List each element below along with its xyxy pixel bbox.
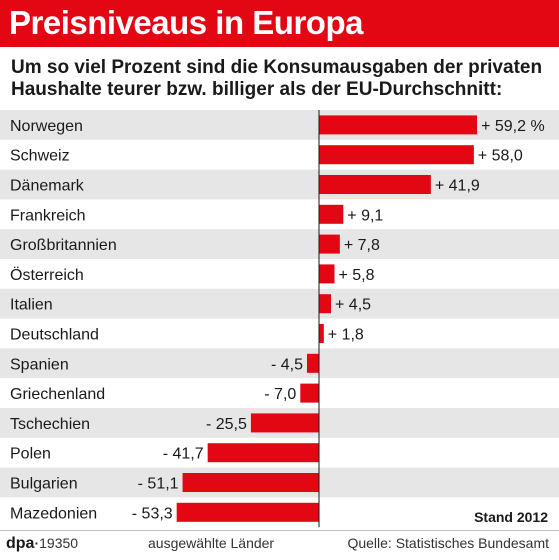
bar — [319, 204, 344, 224]
category-label: Italien — [10, 297, 53, 314]
stand-date: Stand 2012 — [474, 509, 548, 525]
dpa-logo-dot: · — [34, 535, 40, 551]
category-label: Bulgarien — [10, 476, 78, 493]
source-note: Quelle: Statistisches Bundesamt — [347, 535, 549, 551]
value-label: + 58,0 — [478, 148, 523, 165]
bar — [250, 413, 319, 433]
value-label: - 25,5 — [206, 416, 247, 433]
category-label: Frankreich — [10, 207, 86, 224]
graphic-number: 19350 — [39, 535, 79, 551]
bar — [319, 145, 474, 165]
chart-title: Preisniveaus in Europa — [9, 4, 363, 41]
row-stripe — [0, 169, 559, 200]
bar — [182, 473, 319, 492]
bar-chart: Norwegen + 59,2 % Schweiz + 58,0 Dänemark + 4… — [0, 110, 559, 528]
bar — [300, 383, 319, 403]
category-label: Mazedonien — [10, 505, 97, 522]
value-label: - 4,5 — [271, 356, 303, 373]
bar — [319, 324, 324, 343]
dpa-logo-text: dpa — [6, 535, 35, 552]
value-label: - 53,3 — [132, 505, 173, 522]
bar — [176, 502, 319, 522]
value-label: - 7,0 — [264, 386, 296, 403]
value-label: + 41,9 — [435, 178, 480, 195]
dpa-logo: dpa·19350 — [6, 535, 78, 553]
category-label: Deutschland — [10, 327, 99, 344]
bar — [207, 443, 319, 463]
bar — [319, 264, 335, 284]
category-label: Österreich — [10, 266, 84, 284]
value-label: - 51,1 — [138, 476, 179, 493]
bar — [319, 175, 431, 194]
value-label: + 1,8 — [328, 327, 364, 344]
value-label: + 5,8 — [338, 267, 374, 284]
category-label: Griechenland — [10, 386, 105, 403]
category-label: Spanien — [10, 356, 69, 373]
value-label: + 59,2 % — [481, 118, 545, 135]
category-label: Norwegen — [10, 118, 83, 135]
category-label: Schweiz — [10, 148, 70, 165]
bar — [306, 353, 319, 373]
title-bar: Preisniveaus in Europa — [0, 0, 559, 47]
bar — [319, 115, 478, 135]
category-label: Dänemark — [10, 178, 85, 195]
footer-divider — [0, 530, 559, 531]
subtitle-line-1: Um so viel Prozent sind die Konsumausgab… — [11, 57, 543, 78]
row-stripe — [0, 229, 559, 259]
category-label: Tschechien — [10, 416, 90, 433]
footer-note: ausgewählte Länder — [148, 535, 275, 551]
value-label: - 41,7 — [163, 446, 204, 463]
row-stripe — [0, 348, 559, 379]
value-label: + 4,5 — [335, 297, 371, 314]
row-stripe — [0, 288, 559, 319]
value-label: + 9,1 — [347, 207, 383, 224]
subtitle-line-2: Haushalte teurer bzw. billiger als der E… — [11, 79, 503, 100]
bar — [319, 234, 340, 254]
bar — [319, 294, 332, 314]
category-label: Polen — [10, 446, 51, 463]
category-label: Großbritannien — [10, 237, 117, 254]
value-label: + 7,8 — [344, 237, 380, 254]
